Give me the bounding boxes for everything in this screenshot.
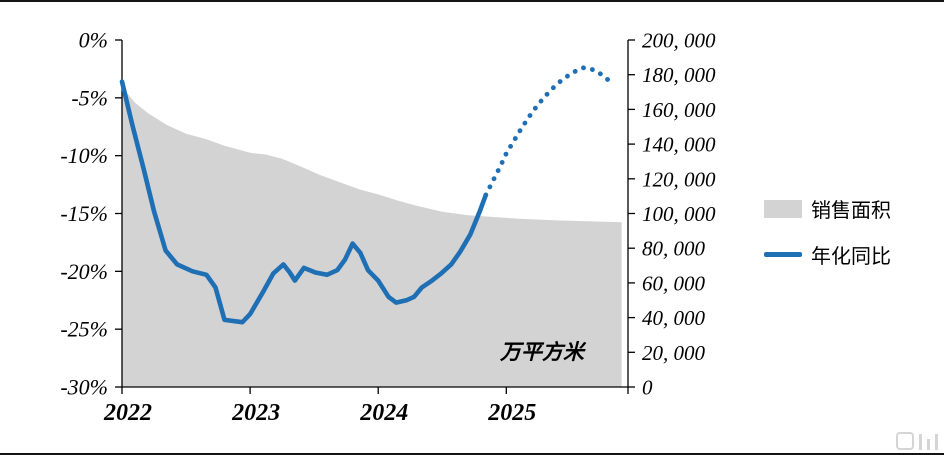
watermark-box-icon xyxy=(896,432,914,450)
x-axis-tick-label: 2022 xyxy=(103,400,152,426)
unit-label: 万平方米 xyxy=(500,340,584,364)
watermark-bar-icon xyxy=(919,434,922,450)
left-axis-tick-label: -5% xyxy=(71,85,108,110)
x-axis-tick-label: 2025 xyxy=(487,400,536,426)
watermark-bar-icon xyxy=(935,434,938,450)
yoy-line-solid xyxy=(119,79,489,325)
left-axis-tick-label: -10% xyxy=(60,143,108,168)
x-axis-tick-label: 2024 xyxy=(359,400,408,426)
right-axis-tick-label: 80, 000 xyxy=(642,237,706,261)
right-axis-tick-label: 180, 000 xyxy=(642,63,716,87)
watermark-bar-icon xyxy=(927,439,930,450)
right-axis-tick-label: 140, 000 xyxy=(642,133,716,157)
line-swatch-icon xyxy=(764,252,802,257)
x-axis-tick-label: 2023 xyxy=(231,400,280,426)
left-axis-tick-label: -25% xyxy=(60,317,108,342)
right-axis-tick-label: 60, 000 xyxy=(642,271,706,295)
legend-item-sales-area: 销售面积 xyxy=(764,194,891,223)
left-axis-tick-label: -20% xyxy=(60,259,108,284)
right-axis-tick-label: 200, 000 xyxy=(642,29,716,53)
right-axis-tick-label: 160, 000 xyxy=(642,98,716,122)
sales-area-series xyxy=(122,86,622,388)
left-axis-tick-label: -15% xyxy=(60,201,108,226)
area-swatch-icon xyxy=(764,199,802,218)
right-axis-tick-label: 100, 000 xyxy=(642,202,716,226)
watermark-icon xyxy=(896,432,938,450)
legend-label-sales-area: 销售面积 xyxy=(811,200,891,222)
right-axis-tick-label: 20, 000 xyxy=(642,341,706,365)
chart-legend: 销售面积 年化同比 xyxy=(764,194,891,269)
right-axis-tick-label: 120, 000 xyxy=(642,167,716,191)
legend-label-yoy: 年化同比 xyxy=(811,246,891,268)
right-axis-tick-label: 0 xyxy=(642,376,653,400)
right-axis-tick-label: 40, 000 xyxy=(642,306,706,330)
legend-item-yoy: 年化同比 xyxy=(764,240,891,269)
left-axis-tick-label: 0% xyxy=(79,28,108,53)
yoy-line-projected xyxy=(483,65,615,198)
left-axis-tick-label: -30% xyxy=(60,375,108,400)
